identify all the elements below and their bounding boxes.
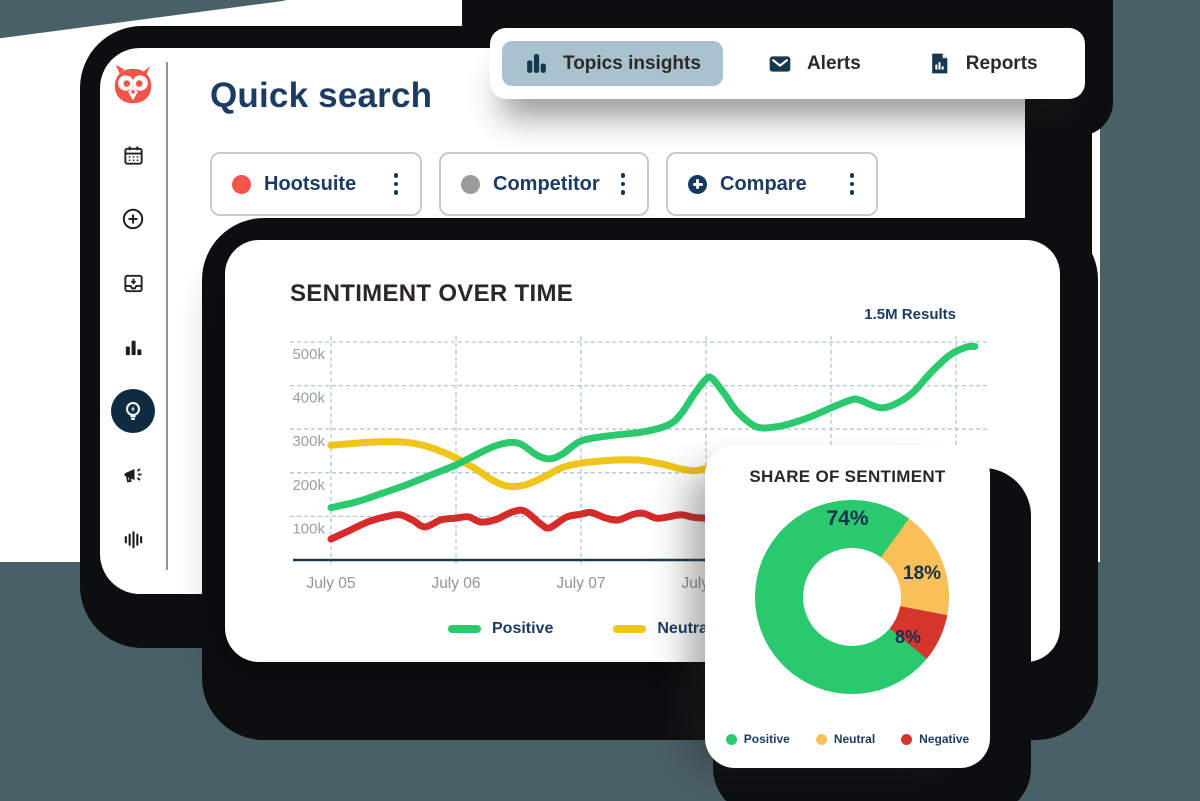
filter-label: Hootsuite xyxy=(264,172,357,195)
svg-text:100k: 100k xyxy=(292,520,325,537)
svg-text:400k: 400k xyxy=(292,390,325,407)
kebab-menu-icon[interactable] xyxy=(846,169,859,199)
line-chart-legend: Positive Neutral xyxy=(225,620,1060,638)
hootsuite-owl-logo[interactable] xyxy=(110,62,156,108)
page-title: Quick search xyxy=(210,76,433,115)
red-dot-icon xyxy=(901,733,913,745)
tab-reports[interactable]: Reports xyxy=(905,41,1060,86)
donut-legend: Positive Neutral Negative xyxy=(705,732,990,746)
chart-title: SENTIMENT OVER TIME xyxy=(290,280,574,307)
share-of-sentiment-card: SHARE OF SENTIMENT 74% 18% 8% Positive N… xyxy=(705,445,990,768)
donut-title: SHARE OF SENTIMENT xyxy=(749,467,946,486)
search-filter-row: Hootsuite Competitor Compare xyxy=(210,152,1025,216)
svg-text:500k: 500k xyxy=(292,346,325,363)
kebab-menu-icon[interactable] xyxy=(390,169,403,199)
tab-label: Reports xyxy=(965,52,1038,74)
legend-item-positive: Positive xyxy=(725,732,790,746)
red-dot-icon xyxy=(232,174,251,194)
inbox-icon[interactable] xyxy=(120,270,146,296)
top-tab-bar: Topics insights Alerts Reports xyxy=(490,28,1085,99)
legend-item-negative: Negative xyxy=(901,732,969,746)
sidebar-divider xyxy=(166,62,168,570)
insights-bulb-icon[interactable] xyxy=(111,389,155,433)
sidebar-nav xyxy=(111,142,155,552)
kebab-menu-icon[interactable] xyxy=(617,169,630,199)
svg-text:July 06: July 06 xyxy=(431,575,480,592)
report-document-icon xyxy=(927,51,952,76)
green-dot-icon xyxy=(725,733,737,745)
legend-item-neutral: Neutral xyxy=(613,620,712,638)
results-count: 1.5M Results xyxy=(864,306,956,323)
yellow-dot-icon xyxy=(815,733,827,745)
tab-alerts[interactable]: Alerts xyxy=(745,41,883,86)
compose-plus-icon[interactable] xyxy=(120,206,146,232)
svg-text:300k: 300k xyxy=(292,433,325,450)
main-content: Quick search Hootsuite Competitor Compar… xyxy=(168,48,1025,594)
plus-circle-icon xyxy=(688,174,707,194)
calendar-icon[interactable] xyxy=(120,142,146,168)
positive-percent-label: 74% xyxy=(826,507,869,530)
filter-pill-hootsuite[interactable]: Hootsuite xyxy=(210,152,422,216)
tab-topics-insights[interactable]: Topics insights xyxy=(502,41,723,86)
negative-percent-label: 8% xyxy=(895,627,922,647)
analytics-bars-icon[interactable] xyxy=(120,334,146,360)
gray-dot-icon xyxy=(461,174,480,194)
amplify-megaphone-icon[interactable] xyxy=(120,462,146,488)
sentiment-line-chart: 100k 200k 300k 400k 500k July 05 July 06 July 0… xyxy=(290,336,987,592)
neutral-swatch xyxy=(613,625,647,633)
svg-text:July 05: July 05 xyxy=(306,575,355,592)
app-sidebar xyxy=(100,48,166,594)
listening-waves-icon[interactable] xyxy=(120,526,146,552)
sentiment-donut-chart xyxy=(755,500,949,694)
legend-item-neutral: Neutral xyxy=(815,732,875,746)
bar-chart-icon xyxy=(524,51,549,76)
filter-label: Compare xyxy=(720,172,807,195)
filter-label: Competitor xyxy=(493,172,600,195)
positive-swatch xyxy=(448,625,481,633)
filter-pill-competitor[interactable]: Competitor xyxy=(439,152,649,216)
svg-text:July 07: July 07 xyxy=(556,575,605,592)
envelope-icon xyxy=(767,51,793,77)
tab-label: Alerts xyxy=(806,52,861,74)
svg-text:200k: 200k xyxy=(292,477,325,494)
filter-pill-compare[interactable]: Compare xyxy=(666,152,878,216)
tab-label: Topics insights xyxy=(563,52,701,74)
neutral-percent-label: 18% xyxy=(903,563,942,584)
legend-item-positive: Positive xyxy=(448,620,553,638)
